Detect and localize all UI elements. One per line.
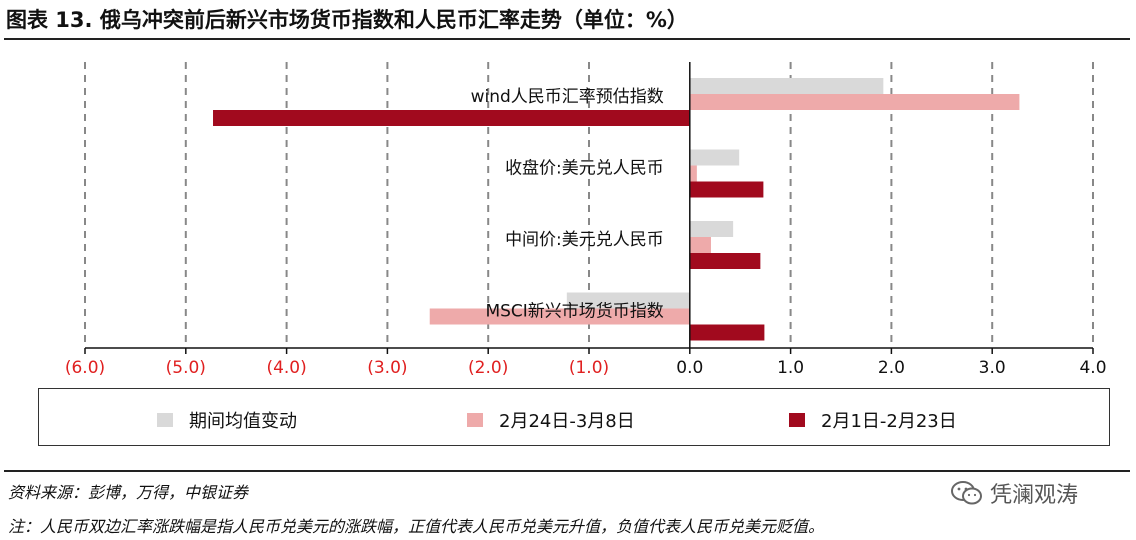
watermark: 凭澜观涛 <box>950 477 1078 509</box>
x-tick-label-2: (4.0) <box>266 358 306 378</box>
bar-3-0 <box>566 292 690 309</box>
category-label-1: 收盘价:美元兑人民币 <box>505 159 664 179</box>
bar-0-1 <box>689 94 1020 110</box>
legend: 期间均值变动 2月24日-3月8日 2月1日-2月23日 <box>38 388 1110 446</box>
legend-swatch-avg-change <box>157 413 173 427</box>
bar-1-0 <box>689 149 740 166</box>
bar-0-0 <box>689 78 884 94</box>
footer-divider <box>4 470 1130 472</box>
bar-2-0 <box>689 221 734 237</box>
chart-title: 图表 13. 俄乌冲突前后新兴市场货币指数和人民币汇率走势（单位：%） <box>6 8 688 32</box>
x-tick-label-0: (6.0) <box>65 358 105 378</box>
legend-item-avg-change: 期间均值变动 <box>157 407 297 433</box>
bar-0-2 <box>213 110 690 126</box>
source-text: 资料来源：彭博，万得，中银证券 <box>8 483 249 502</box>
category-label-3: MSCI新兴市场货币指数 <box>485 302 663 322</box>
legend-label-avg-change: 期间均值变动 <box>189 411 297 432</box>
legend-swatch-feb1-feb23 <box>789 413 805 427</box>
legend-swatch-feb24-mar8 <box>467 413 483 427</box>
x-tick-label-10: 4.0 <box>1079 358 1106 378</box>
legend-label-feb1-feb23: 2月1日-2月23日 <box>821 411 957 432</box>
x-tick-label-1: (5.0) <box>166 358 206 378</box>
wechat-icon <box>951 481 982 505</box>
x-tick-label-5: (1.0) <box>569 358 609 378</box>
watermark-text: 凭澜观涛 <box>990 483 1079 508</box>
x-tick-label-3: (3.0) <box>367 358 407 378</box>
bar-3-2 <box>689 324 765 341</box>
x-tick-label-8: 2.0 <box>878 358 905 378</box>
note-text: 注：人民币双边汇率涨跌幅是指人民币兑美元的涨跌幅，正值代表人民币兑美元升值，负值… <box>8 517 825 536</box>
x-tick-label-4: (2.0) <box>468 358 508 378</box>
legend-item-feb24-mar8: 2月24日-3月8日 <box>467 407 635 433</box>
bar-1-1 <box>689 165 697 182</box>
bar-3-1 <box>429 308 690 325</box>
bar-2-2 <box>689 253 761 269</box>
x-tick-label-6: 0.0 <box>676 358 703 378</box>
x-tick-label-9: 3.0 <box>979 358 1006 378</box>
x-tick-label-7: 1.0 <box>777 358 804 378</box>
title-divider <box>4 38 1130 40</box>
legend-item-feb1-feb23: 2月1日-2月23日 <box>789 407 957 433</box>
legend-label-feb24-mar8: 2月24日-3月8日 <box>499 411 635 432</box>
category-label-0: wind人民币汇率预估指数 <box>471 87 664 107</box>
bar-2-1 <box>689 237 711 253</box>
bar-1-2 <box>689 181 764 198</box>
category-label-2: 中间价:美元兑人民币 <box>505 230 664 250</box>
